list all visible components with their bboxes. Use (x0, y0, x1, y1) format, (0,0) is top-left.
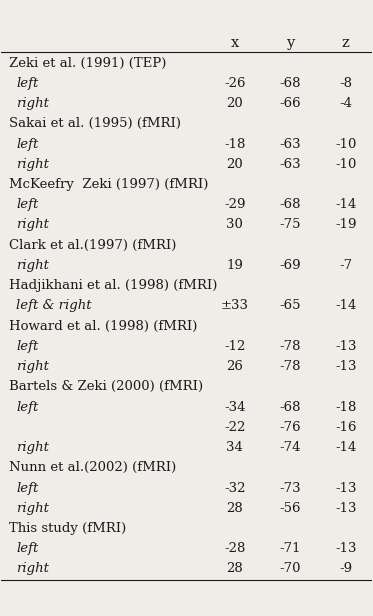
Text: McKeefry  Zeki (1997) (fMRI): McKeefry Zeki (1997) (fMRI) (9, 178, 208, 191)
Text: right: right (16, 219, 49, 232)
Text: -14: -14 (335, 198, 356, 211)
Text: -29: -29 (224, 198, 245, 211)
Text: -18: -18 (224, 137, 245, 150)
Text: -10: -10 (335, 137, 356, 150)
Text: -71: -71 (279, 542, 301, 555)
Text: -10: -10 (335, 158, 356, 171)
Text: Bartels & Zeki (2000) (fMRI): Bartels & Zeki (2000) (fMRI) (9, 380, 203, 394)
Text: Hadjikhani et al. (1998) (fMRI): Hadjikhani et al. (1998) (fMRI) (9, 279, 217, 292)
Text: 30: 30 (226, 219, 243, 232)
Text: 26: 26 (226, 360, 243, 373)
Text: x: x (231, 36, 239, 51)
Text: right: right (16, 158, 49, 171)
Text: -78: -78 (279, 340, 301, 353)
Text: right: right (16, 562, 49, 575)
Text: -76: -76 (279, 421, 301, 434)
Text: right: right (16, 97, 49, 110)
Text: -28: -28 (224, 542, 245, 555)
Text: -7: -7 (339, 259, 352, 272)
Text: This study (fMRI): This study (fMRI) (9, 522, 126, 535)
Text: left: left (16, 542, 38, 555)
Text: -13: -13 (335, 502, 357, 515)
Text: -63: -63 (279, 158, 301, 171)
Text: 20: 20 (226, 158, 243, 171)
Text: -68: -68 (279, 77, 301, 90)
Text: -65: -65 (279, 299, 301, 312)
Text: Clark et al.(1997) (fMRI): Clark et al.(1997) (fMRI) (9, 239, 176, 252)
Text: -4: -4 (339, 97, 352, 110)
Text: 28: 28 (226, 562, 243, 575)
Text: -14: -14 (335, 441, 356, 454)
Text: left: left (16, 198, 38, 211)
Text: -14: -14 (335, 299, 356, 312)
Text: z: z (342, 36, 350, 51)
Text: -73: -73 (279, 482, 301, 495)
Text: -19: -19 (335, 219, 357, 232)
Text: -13: -13 (335, 542, 357, 555)
Text: left: left (16, 482, 38, 495)
Text: right: right (16, 441, 49, 454)
Text: -32: -32 (224, 482, 245, 495)
Text: 20: 20 (226, 97, 243, 110)
Text: -68: -68 (279, 400, 301, 413)
Text: -56: -56 (279, 502, 301, 515)
Text: -9: -9 (339, 562, 352, 575)
Text: -68: -68 (279, 198, 301, 211)
Text: -70: -70 (279, 562, 301, 575)
Text: -74: -74 (279, 441, 301, 454)
Text: -16: -16 (335, 421, 357, 434)
Text: -13: -13 (335, 482, 357, 495)
Text: left: left (16, 400, 38, 413)
Text: 34: 34 (226, 441, 243, 454)
Text: Nunn et al.(2002) (fMRI): Nunn et al.(2002) (fMRI) (9, 461, 176, 474)
Text: -22: -22 (224, 421, 245, 434)
Text: -78: -78 (279, 360, 301, 373)
Text: left & right: left & right (16, 299, 92, 312)
Text: -26: -26 (224, 77, 245, 90)
Text: Sakai et al. (1995) (fMRI): Sakai et al. (1995) (fMRI) (9, 117, 181, 131)
Text: 19: 19 (226, 259, 243, 272)
Text: -8: -8 (339, 77, 352, 90)
Text: 28: 28 (226, 502, 243, 515)
Text: left: left (16, 340, 38, 353)
Text: right: right (16, 502, 49, 515)
Text: ±33: ±33 (220, 299, 249, 312)
Text: -63: -63 (279, 137, 301, 150)
Text: right: right (16, 360, 49, 373)
Text: right: right (16, 259, 49, 272)
Text: -12: -12 (224, 340, 245, 353)
Text: left: left (16, 77, 38, 90)
Text: -69: -69 (279, 259, 301, 272)
Text: -75: -75 (279, 219, 301, 232)
Text: -13: -13 (335, 360, 357, 373)
Text: y: y (286, 36, 294, 51)
Text: Howard et al. (1998) (fMRI): Howard et al. (1998) (fMRI) (9, 320, 197, 333)
Text: Zeki et al. (1991) (TEP): Zeki et al. (1991) (TEP) (9, 57, 166, 70)
Text: -13: -13 (335, 340, 357, 353)
Text: left: left (16, 137, 38, 150)
Text: -18: -18 (335, 400, 356, 413)
Text: -66: -66 (279, 97, 301, 110)
Text: -34: -34 (224, 400, 245, 413)
